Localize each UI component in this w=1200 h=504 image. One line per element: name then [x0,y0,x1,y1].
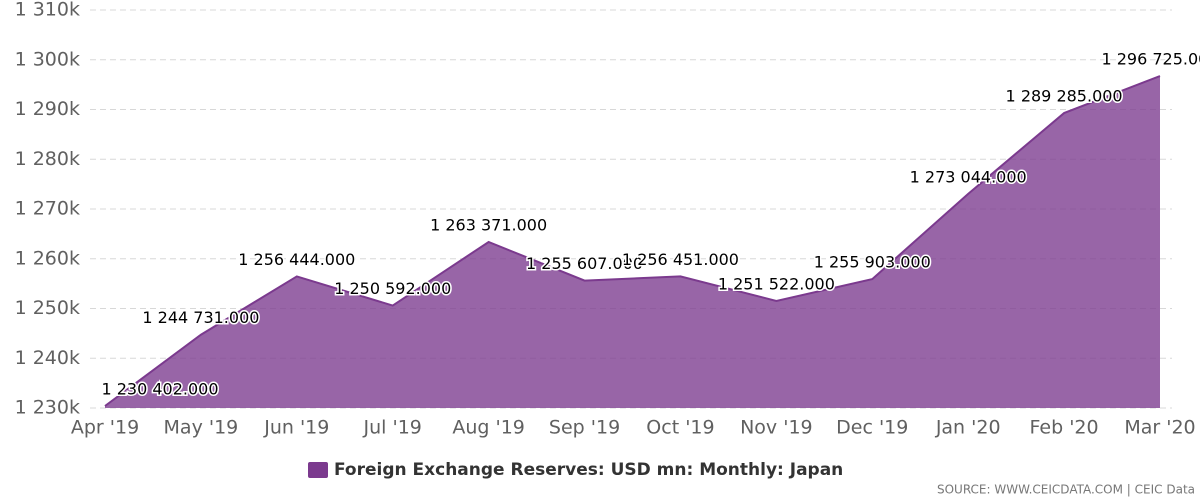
x-tick-label: Jul '19 [363,417,422,439]
value-label: 1 244 731.000 [142,308,259,327]
value-label: 1 263 371.000 [430,215,547,234]
legend-label: Foreign Exchange Reserves: USD mn: Month… [334,460,843,480]
area [105,76,1160,408]
y-tick-label: 1 240k [15,347,80,369]
y-tick-label: 1 300k [15,48,80,70]
value-label: 1 230 402.000 [101,380,218,399]
x-tick-label: Apr '19 [71,417,139,439]
value-label: 1 273 044.000 [910,167,1027,186]
legend-swatch [308,462,328,478]
value-label: 1 251 522.000 [718,274,835,293]
y-tick-label: 1 250k [15,297,80,319]
area-line [104,75,1161,407]
value-label: 1 255 607.000 [526,254,643,273]
value-label: 1 250 592.000 [334,279,451,298]
x-tick-label: May '19 [164,417,239,439]
y-tick-label: 1 310k [15,0,80,21]
x-tick-label: Jun '19 [263,417,329,439]
x-tick-label: Oct '19 [646,417,714,439]
x-tick-label: Feb '20 [1030,417,1099,439]
x-tick-label: Nov '19 [740,417,813,439]
x-tick-label: Aug '19 [452,417,525,439]
y-tick-label: 1 230k [15,397,80,419]
x-tick-label: Jan '20 [935,417,1001,439]
value-label: 1 255 903.000 [814,253,931,272]
source: SOURCE: WWW.CEICDATA.COM | CEIC Data [937,483,1195,497]
x-tick-label: Dec '19 [836,417,908,439]
value-label: 1 289 285.000 [1006,87,1123,106]
value-label: 1 256 451.000 [622,250,739,269]
y-tick-label: 1 290k [15,98,80,120]
value-label: 1 296 725.000 [1101,50,1200,69]
y-tick-label: 1 260k [15,247,80,269]
x-tick-label: Mar '20 [1124,417,1195,439]
x-tick-label: Sep '19 [549,417,620,439]
y-tick-label: 1 270k [15,198,80,220]
value-label: 1 256 444.000 [238,250,355,269]
y-tick-label: 1 280k [15,148,80,170]
